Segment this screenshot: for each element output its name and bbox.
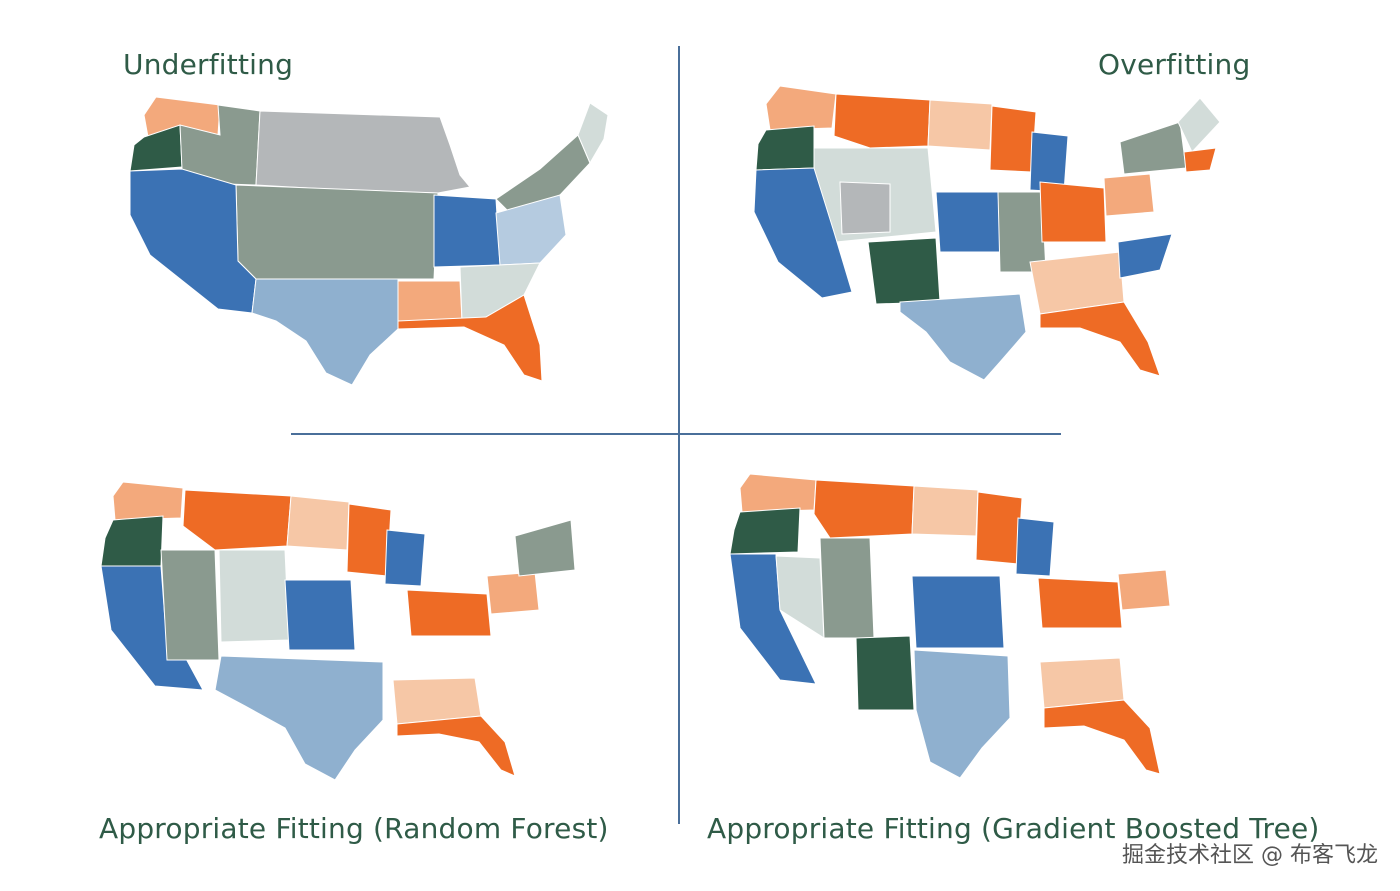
region-southeast — [1039, 657, 1125, 709]
region-tx — [913, 649, 1011, 779]
region-ut — [839, 181, 891, 235]
region-wa — [765, 85, 837, 131]
region-mo — [997, 191, 1047, 273]
gradient-boosted-title: Appropriate Fitting (Gradient Boosted Tr… — [707, 812, 1320, 845]
region-mid-atlantic — [495, 194, 567, 266]
region-ma — [1183, 147, 1217, 173]
region-mt — [833, 93, 931, 149]
region-or — [729, 507, 801, 555]
underfitting-title: Underfitting — [123, 48, 294, 81]
region-ks — [284, 579, 356, 651]
region-wa — [739, 473, 817, 513]
region-central-sage — [235, 184, 439, 280]
gradient-boosted-map — [729, 473, 1171, 779]
region-ks — [911, 575, 1005, 649]
random-forest-map — [100, 481, 576, 781]
region-mt — [182, 489, 292, 551]
watermark: 掘金技术社区 @ 布客飞龙 — [1122, 843, 1378, 868]
region-fl — [1043, 699, 1161, 775]
region-ca — [729, 553, 817, 685]
region-nd — [927, 99, 993, 151]
random-forest-title: Appropriate Fitting (Random Forest) — [99, 812, 609, 845]
region-mn — [989, 105, 1037, 173]
region-nm — [867, 237, 941, 305]
region-nc — [1117, 233, 1173, 279]
region-mt — [813, 479, 915, 539]
region-texas-lightblue — [251, 278, 399, 386]
region-wi — [384, 529, 426, 587]
region-ohio-blue — [433, 194, 501, 268]
overfitting-map — [753, 85, 1221, 381]
region-co — [218, 549, 290, 643]
region-ne — [160, 549, 220, 661]
region-south-peach — [397, 280, 463, 322]
region-nd — [911, 485, 979, 537]
region-florida-orange — [397, 294, 543, 382]
region-or — [755, 125, 815, 171]
region-fl — [396, 715, 516, 777]
region-fl — [1039, 301, 1161, 377]
region-ne — [819, 537, 875, 639]
region-plains-gray — [255, 110, 471, 194]
region-in-oh — [1039, 181, 1107, 243]
region-ny — [514, 519, 576, 577]
region-in-oh — [1037, 577, 1123, 629]
underfitting-map — [129, 96, 609, 386]
region-or-dark — [129, 124, 183, 172]
region-ks — [935, 191, 1003, 253]
region-wa — [112, 481, 184, 521]
region-mn — [975, 491, 1023, 565]
overfitting-title: Overfitting — [1098, 48, 1251, 81]
region-maine-light — [577, 102, 609, 165]
region-pa — [1103, 173, 1155, 217]
region-wi — [1015, 517, 1055, 577]
region-tx — [899, 293, 1027, 381]
horizontal-divider — [291, 433, 1061, 435]
region-tx — [214, 655, 384, 781]
region-ny — [1119, 121, 1187, 175]
region-or — [100, 515, 164, 567]
vertical-divider — [678, 46, 680, 824]
region-ca-nv — [753, 167, 853, 299]
region-me — [1177, 97, 1221, 153]
region-pa — [486, 571, 540, 615]
region-nm — [855, 635, 915, 711]
region-pa — [1117, 569, 1171, 611]
region-nd — [286, 495, 350, 551]
region-mn — [346, 503, 392, 577]
region-in-oh — [406, 589, 492, 637]
